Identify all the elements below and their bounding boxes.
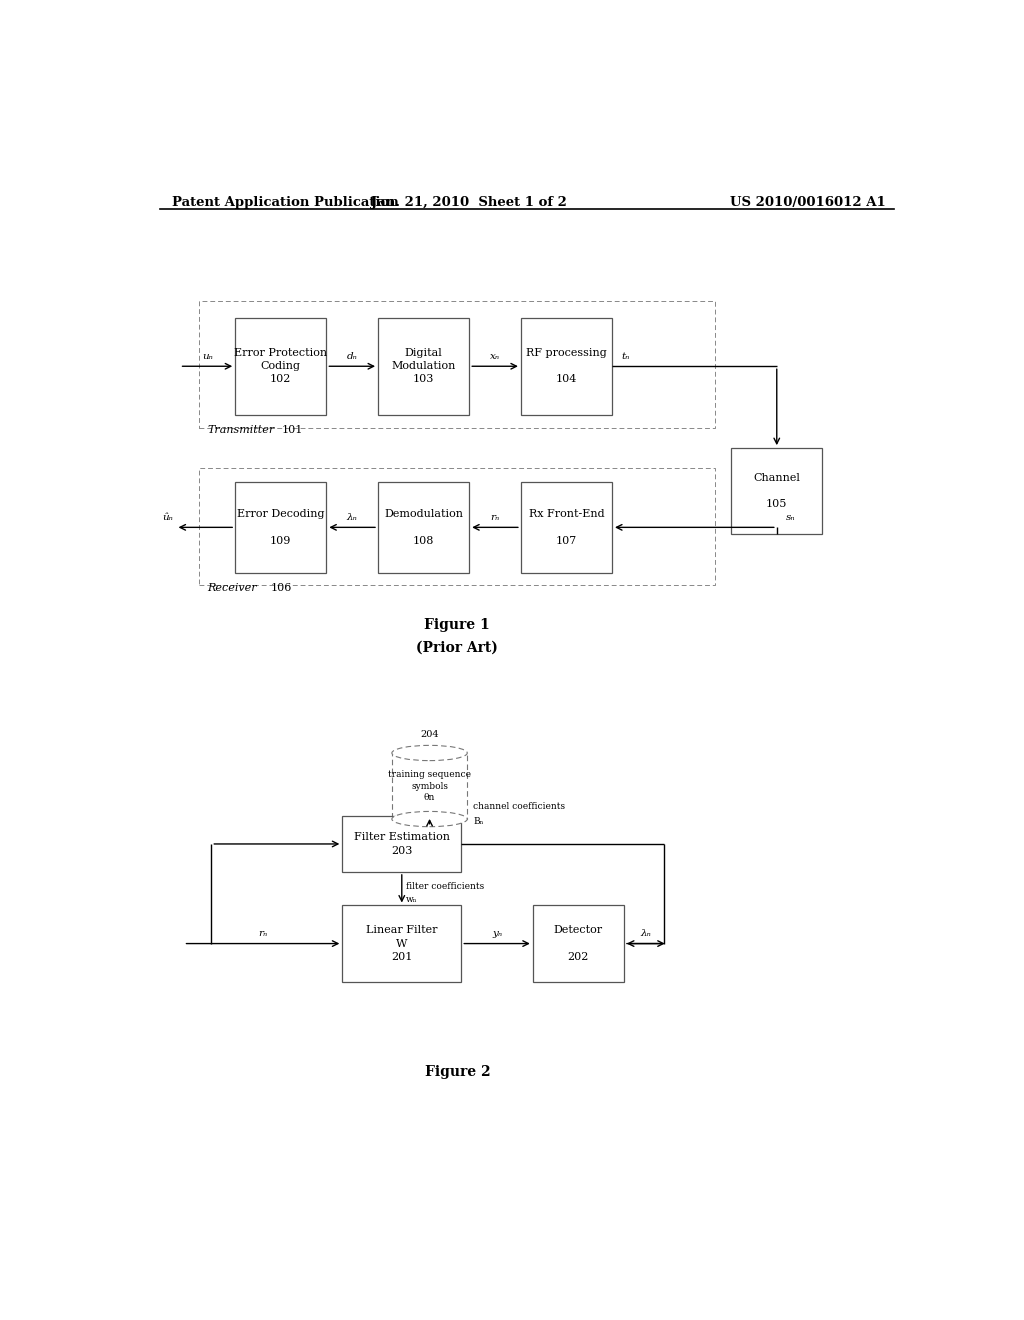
FancyBboxPatch shape	[342, 906, 462, 982]
Text: Channel

105: Channel 105	[754, 473, 800, 510]
Ellipse shape	[392, 812, 467, 826]
Text: λₙ: λₙ	[640, 929, 651, 939]
FancyBboxPatch shape	[521, 318, 612, 414]
Text: training sequence
symbols
θn: training sequence symbols θn	[388, 770, 471, 803]
Text: 204: 204	[420, 730, 439, 739]
FancyBboxPatch shape	[342, 816, 462, 873]
Text: filter coefficients: filter coefficients	[406, 882, 484, 891]
FancyBboxPatch shape	[236, 482, 327, 573]
Text: wₙ: wₙ	[406, 895, 417, 904]
Text: Demodulation

108: Demodulation 108	[384, 510, 463, 545]
Text: Figure 1: Figure 1	[425, 618, 490, 632]
Text: Bₙ: Bₙ	[473, 817, 483, 826]
Text: Filter Estimation
203: Filter Estimation 203	[354, 833, 450, 855]
Text: Error Protection
Coding
102: Error Protection Coding 102	[234, 348, 328, 384]
Text: Detector

202: Detector 202	[554, 925, 603, 962]
Text: Transmitter: Transmitter	[207, 425, 274, 434]
Text: 106: 106	[270, 583, 292, 593]
Polygon shape	[392, 752, 467, 818]
Text: dₙ: dₙ	[347, 351, 357, 360]
Text: Digital
Modulation
103: Digital Modulation 103	[391, 348, 456, 384]
Text: uₙ: uₙ	[202, 351, 213, 360]
Text: λₙ: λₙ	[347, 512, 357, 521]
FancyBboxPatch shape	[378, 318, 469, 414]
FancyBboxPatch shape	[378, 482, 469, 573]
Text: xₙ: xₙ	[489, 351, 500, 360]
FancyBboxPatch shape	[236, 318, 327, 414]
Text: Receiver: Receiver	[207, 583, 257, 593]
Text: 101: 101	[282, 425, 303, 434]
Text: Linear Filter
W
201: Linear Filter W 201	[366, 925, 437, 962]
Text: rₙ: rₙ	[258, 929, 267, 939]
Ellipse shape	[392, 746, 467, 760]
Text: (Prior Art): (Prior Art)	[417, 640, 499, 655]
Text: yₙ: yₙ	[492, 929, 502, 939]
Text: Figure 2: Figure 2	[425, 1065, 490, 1078]
FancyBboxPatch shape	[532, 906, 624, 982]
Text: sₙ: sₙ	[786, 512, 796, 521]
Text: Patent Application Publication: Patent Application Publication	[172, 195, 398, 209]
FancyBboxPatch shape	[521, 482, 612, 573]
Text: Error Decoding

109: Error Decoding 109	[237, 510, 325, 545]
Text: Jan. 21, 2010  Sheet 1 of 2: Jan. 21, 2010 Sheet 1 of 2	[372, 195, 567, 209]
Text: RF processing

104: RF processing 104	[526, 348, 607, 384]
Text: Rx Front-End

107: Rx Front-End 107	[528, 510, 604, 545]
Text: channel coefficients: channel coefficients	[473, 803, 565, 810]
FancyBboxPatch shape	[731, 447, 822, 535]
Text: US 2010/0016012 A1: US 2010/0016012 A1	[730, 195, 886, 209]
Text: rₙ: rₙ	[490, 512, 500, 521]
Text: tₙ: tₙ	[622, 351, 630, 360]
Text: ûₙ: ûₙ	[163, 512, 173, 521]
